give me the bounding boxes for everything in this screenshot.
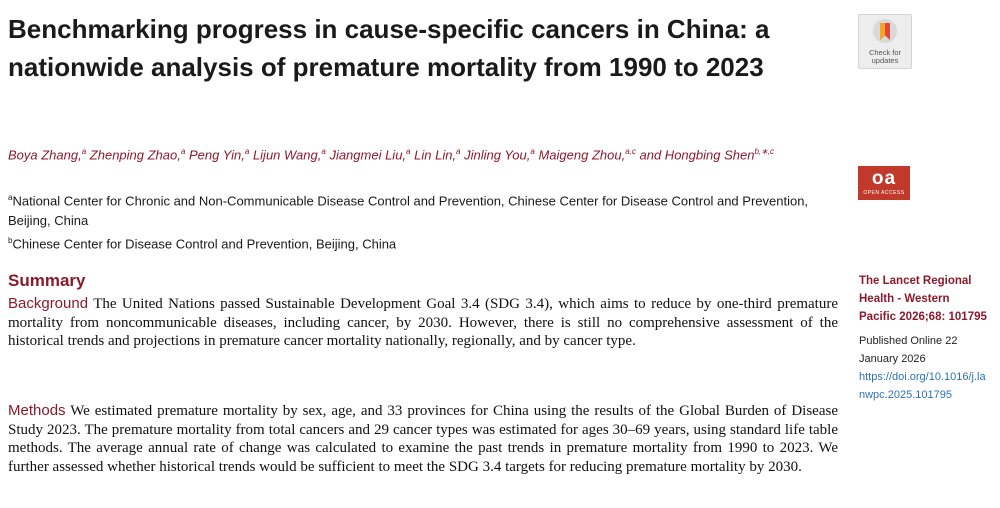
oa-label: oa — [871, 168, 897, 189]
methods-paragraph: Methods We estimated premature mortality… — [8, 402, 838, 476]
open-access-badge: oa OPEN ACCESS — [858, 166, 910, 200]
author-name[interactable]: Lin Lin, — [414, 147, 457, 163]
summary-heading: Summary — [8, 271, 86, 290]
affiliation-a: aNational Center for Chronic and Non-Com… — [8, 188, 838, 231]
affiliation-marker: b — [8, 236, 13, 246]
article-sidebar: The Lancet Regional Health - Western Pac… — [859, 272, 989, 404]
affiliation-marker: a — [8, 193, 13, 202]
methods-text: We estimated premature mortality by sex,… — [8, 403, 838, 475]
author-affiliation-marker: a — [406, 147, 411, 156]
doi-link[interactable]: https://doi.org/10.1016/j.lanwpc.2025.10… — [859, 371, 986, 401]
author-name[interactable]: Peng Yin, — [188, 147, 245, 163]
affiliations: aNational Center for Chronic and Non-Com… — [8, 188, 838, 255]
author-name[interactable]: Lijun Wang, — [252, 147, 322, 163]
affiliation-b: bChinese Center for Disease Control and … — [8, 231, 838, 254]
background-paragraph: Background The United Nations passed Sus… — [8, 295, 838, 351]
author-affiliation-marker: a — [530, 147, 535, 156]
author-name[interactable]: Maigeng Zhou, — [538, 147, 626, 163]
author-affiliation-marker: a — [81, 147, 87, 156]
affiliation-text: National Center for Chronic and Non-Comm… — [8, 193, 809, 229]
article-title: Benchmarking progress in cause-specific … — [8, 14, 770, 82]
background-text: The United Nations passed Sustainable De… — [8, 296, 838, 349]
oa-sublabel: OPEN ACCESS — [863, 190, 905, 196]
published-date: Published Online 22 January 2026 — [859, 335, 958, 365]
check-for-updates-badge[interactable]: Check for updates — [858, 14, 912, 69]
author-affiliation-marker: a — [180, 147, 186, 156]
author-name[interactable]: and Hongbing Shen — [639, 147, 755, 163]
author-affiliation-marker: a — [456, 147, 461, 156]
journal-citation: The Lancet Regional Health - Western Pac… — [859, 275, 987, 323]
author-name[interactable]: Jiangmei Liu, — [329, 147, 407, 163]
check-for-updates-label: Check for updates — [868, 48, 902, 65]
background-label: Background — [8, 295, 89, 312]
bookmark-icon — [873, 19, 897, 43]
author-name[interactable]: Boya Zhang, — [8, 147, 82, 163]
author-affiliation-marker: a — [321, 147, 326, 156]
author-list: Boya Zhang,a Zhenping Zhao,a Peng Yin,a … — [8, 147, 848, 162]
methods-label: Methods — [8, 402, 66, 419]
author-name[interactable]: Zhenping Zhao, — [89, 147, 181, 163]
author-affiliation-marker: b,∗,c — [754, 147, 775, 156]
affiliation-text: Chinese Center for Disease Control and P… — [12, 236, 397, 252]
author-affiliation-marker: a,c — [625, 147, 636, 156]
author-affiliation-marker: a — [244, 147, 250, 156]
author-name[interactable]: Jinling You, — [464, 147, 531, 163]
